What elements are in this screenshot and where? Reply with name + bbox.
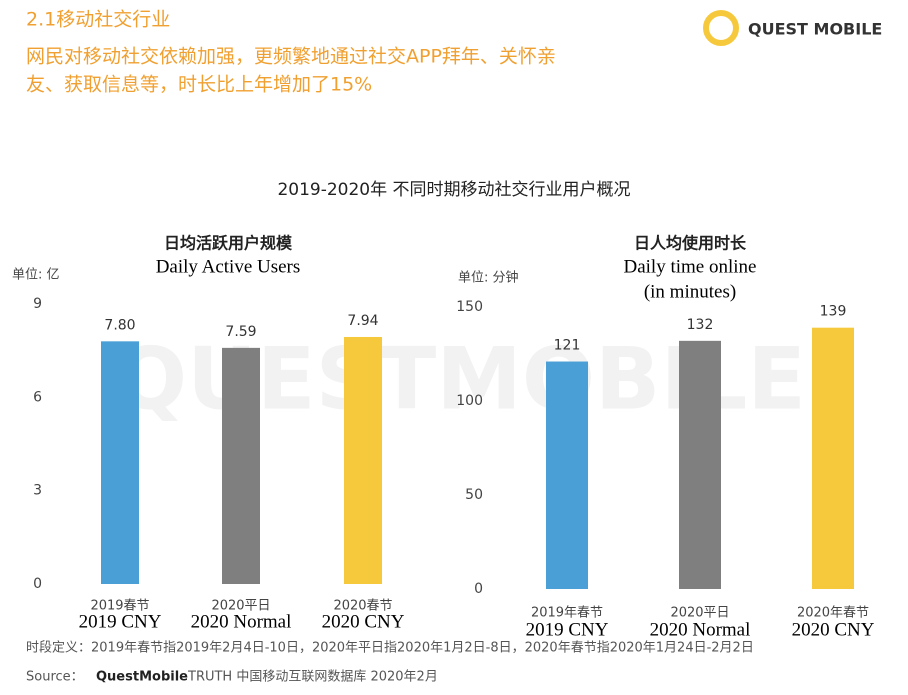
period-note: 时段定义：2019年春节指2019年2月4日-10日，2020年平日指2020年…: [26, 641, 754, 656]
unit-label: 单位: 亿: [12, 268, 60, 283]
x-tick-label: 2019春节: [90, 599, 149, 614]
y-tick-label: 150: [456, 299, 483, 315]
x-tick-label-en: 2020 CNY: [322, 611, 405, 632]
bar: [679, 340, 721, 589]
y-tick-label: 0: [33, 576, 42, 592]
bar: [812, 327, 854, 589]
y-tick-label: 9: [33, 296, 42, 312]
x-tick-label-en: 2020 CNY: [792, 619, 875, 640]
logo-icon: [703, 10, 739, 46]
source-label: Source：: [26, 670, 84, 685]
x-tick-label: 2020平日: [211, 599, 270, 614]
x-tick-label: 2019年春节: [531, 606, 603, 621]
chart-title: 日均活跃用户规模: [164, 234, 293, 253]
headline: 友、获取信息等，时长比上年增加了15%: [26, 74, 372, 96]
main-title: 2019-2020年 不同时期移动社交行业用户概况: [277, 180, 630, 200]
value-label: 7.80: [104, 317, 135, 333]
x-tick-label-en: 2020 Normal: [191, 611, 292, 632]
x-tick-label-en: 2020 Normal: [650, 619, 751, 640]
bar: [344, 336, 382, 584]
y-tick-label: 100: [456, 393, 483, 409]
chart-title-en: Daily Active Users: [156, 256, 301, 277]
bar: [546, 361, 588, 589]
value-label: 139: [820, 304, 847, 320]
bar: [101, 341, 139, 584]
value-label: 7.94: [347, 313, 378, 329]
x-tick-label: 2020平日: [670, 606, 729, 621]
chart-title-en: (in minutes): [644, 281, 736, 302]
logo: QUEST MOBILE: [748, 20, 882, 39]
chart-title: 日人均使用时长: [634, 234, 747, 253]
section-title: 2.1移动社交行业: [26, 9, 170, 31]
y-tick-label: 3: [33, 483, 42, 499]
x-tick-label-en: 2019 CNY: [526, 619, 609, 640]
source-brand: QuestMobile: [96, 670, 188, 685]
x-tick-label-en: 2019 CNY: [79, 611, 162, 632]
chart-title-en: Daily time online: [624, 256, 757, 277]
unit-label: 单位: 分钟: [458, 270, 519, 286]
value-label: 7.59: [225, 324, 256, 340]
source-text: TRUTH 中国移动互联网数据库 2020年2月: [187, 669, 438, 685]
value-label: 121: [554, 338, 581, 354]
y-tick-label: 50: [465, 487, 483, 503]
bar: [222, 347, 260, 584]
y-tick-label: 6: [33, 389, 42, 405]
x-tick-label: 2020年春节: [797, 606, 869, 621]
value-label: 132: [687, 317, 714, 333]
x-tick-label: 2020春节: [333, 599, 392, 614]
y-tick-label: 0: [474, 581, 483, 597]
headline: 网民对移动社交依赖加强，更频繁地通过社交APP拜年、关怀亲: [26, 46, 556, 68]
